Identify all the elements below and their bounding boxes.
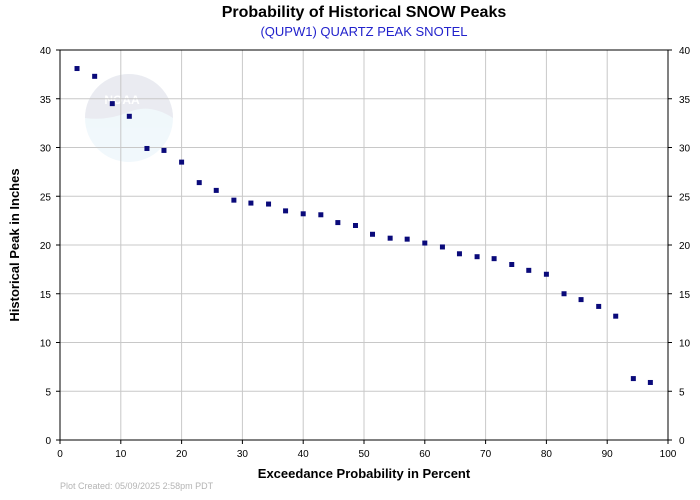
- data-point: [509, 262, 515, 267]
- data-point: [179, 159, 185, 165]
- data-point: [526, 267, 532, 273]
- data-point: [647, 379, 653, 385]
- y-tick-label-left: 10: [40, 339, 52, 350]
- data-point: [335, 220, 341, 226]
- data-point: [109, 101, 115, 107]
- x-tick-label: 70: [480, 449, 492, 460]
- data-point: [543, 271, 549, 277]
- grid: [60, 50, 668, 440]
- y-tick-label-left: 35: [40, 95, 52, 106]
- x-tick-label: 80: [541, 449, 553, 460]
- data-point: [248, 200, 254, 206]
- data-point: [352, 223, 358, 228]
- data-point: [474, 254, 480, 260]
- data-point: [74, 66, 80, 72]
- data-point: [144, 145, 150, 151]
- y-tick-label-left: 30: [40, 144, 52, 155]
- x-tick-label: 50: [358, 449, 370, 460]
- y-tick-label-left: 5: [45, 387, 51, 398]
- x-tick-label: 40: [298, 449, 310, 460]
- x-tick-label: 30: [237, 449, 249, 460]
- x-tick-label: 20: [176, 449, 188, 460]
- y-tick-label-right: 25: [679, 192, 691, 203]
- x-tick-label: 0: [57, 449, 63, 460]
- y-tick-label-right: 30: [679, 144, 691, 155]
- data-point: [613, 313, 619, 319]
- data-point: [404, 236, 410, 242]
- y-tick-label-left: 15: [40, 290, 52, 301]
- data-point: [318, 212, 324, 218]
- data-point: [578, 297, 584, 303]
- data-point: [422, 240, 428, 246]
- data-point: [196, 180, 202, 186]
- data-point: [456, 251, 462, 257]
- x-axis-label: Exceedance Probability in Percent: [258, 466, 471, 481]
- data-point: [126, 113, 132, 119]
- data-point: [491, 256, 497, 262]
- data-point: [231, 197, 237, 203]
- x-tick-label: 10: [115, 449, 127, 460]
- data-point: [370, 231, 376, 237]
- y-tick-label-left: 25: [40, 192, 52, 203]
- x-tick-label: 90: [602, 449, 614, 460]
- data-point: [561, 291, 567, 297]
- y-tick-label-right: 40: [679, 46, 691, 57]
- data-point: [266, 201, 272, 207]
- y-tick-label-left: 40: [40, 46, 52, 57]
- y-tick-label-right: 15: [679, 290, 691, 301]
- plot-created-footer: Plot Created: 05/09/2025 2:58pm PDT: [60, 481, 214, 491]
- data-point: [213, 187, 219, 193]
- y-axis-label: Historical Peak in Inches: [7, 168, 22, 321]
- y-tick-label-left: 20: [40, 241, 52, 252]
- chart-subtitle: (QUPW1) QUARTZ PEAK SNOTEL: [260, 24, 467, 39]
- x-tick-label: 60: [419, 449, 431, 460]
- y-tick-label-right: 35: [679, 95, 691, 106]
- data-point: [596, 303, 602, 309]
- data-point: [283, 208, 289, 214]
- noaa-logo-text: NOAA: [104, 93, 140, 107]
- y-tick-label-right: 20: [679, 241, 691, 252]
- data-point: [161, 147, 167, 153]
- data-point: [92, 73, 98, 79]
- data-point: [439, 244, 445, 250]
- y-tick-label-left: 0: [45, 436, 51, 447]
- chart-title: Probability of Historical SNOW Peaks: [222, 4, 507, 21]
- data-points: [74, 66, 653, 385]
- data-point: [387, 235, 393, 241]
- y-tick-label-right: 10: [679, 339, 691, 350]
- data-point: [630, 376, 636, 382]
- y-tick-label-right: 0: [679, 436, 685, 447]
- x-tick-label: 100: [660, 449, 677, 460]
- y-tick-label-right: 5: [679, 387, 685, 398]
- data-point: [300, 211, 306, 217]
